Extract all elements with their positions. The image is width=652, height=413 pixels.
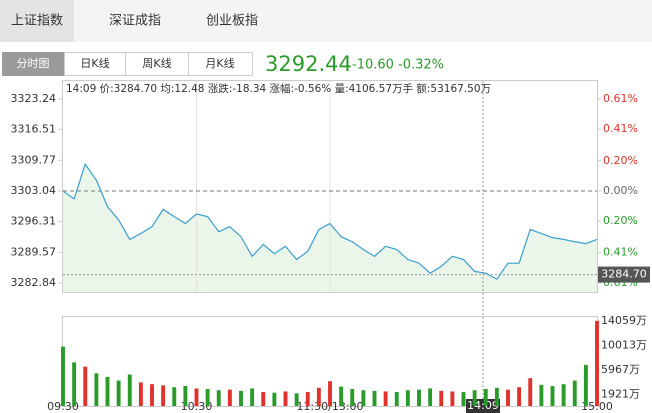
tab[interactable]: 创业板指 — [206, 14, 258, 29]
volume-bar — [494, 387, 499, 406]
volume-bar — [227, 389, 232, 406]
period-tab[interactable]: 周K线 — [142, 56, 171, 70]
quote-price: 3292.44 — [265, 52, 352, 76]
tab[interactable]: 深证成指 — [109, 14, 161, 29]
volume-bar — [550, 386, 555, 406]
volume-bar — [361, 390, 366, 406]
volume-bar — [328, 381, 332, 406]
volume-bar — [595, 320, 599, 406]
volume-bar — [172, 387, 177, 406]
info-line: 14:09 价:3284.70 均:12.48 涨跌:-18.34 涨幅:-0.… — [66, 82, 491, 95]
y-tick-label: 5967万 — [601, 363, 640, 376]
price-line — [62, 162, 598, 280]
volume-bar — [138, 382, 143, 406]
cursor-label: 14:09 — [467, 399, 499, 412]
volume-bar — [528, 378, 533, 406]
y2-tick-label: 0.20% — [603, 154, 638, 167]
volume-bar — [94, 373, 99, 406]
volume-bar — [583, 364, 588, 406]
volume-bar — [461, 392, 466, 406]
period-tab[interactable]: 日K线 — [80, 56, 109, 70]
volume-bar — [506, 389, 510, 406]
volume-bar — [150, 384, 154, 406]
volume-bar — [161, 385, 166, 406]
last-price-label: 3284.70 — [601, 268, 647, 281]
volume-bar — [439, 390, 444, 406]
volume-bar — [83, 366, 88, 406]
price-frame — [62, 80, 598, 293]
volume-bar — [483, 389, 488, 406]
y-tick-label: 3309.77 — [11, 153, 57, 166]
volume-bar — [394, 392, 399, 406]
y2-tick-label: 0.61% — [603, 92, 638, 105]
volume-bar — [194, 388, 199, 406]
period-frame — [64, 52, 253, 76]
volume-bar — [272, 392, 277, 406]
active-period-bg — [2, 52, 64, 76]
y-tick-label: 3296.31 — [11, 215, 57, 228]
volume-bar — [405, 390, 410, 406]
volume-bar — [339, 386, 344, 406]
y2-tick-label: 0.41% — [603, 246, 638, 259]
volume-bar — [250, 388, 255, 406]
volume-bar — [450, 391, 455, 406]
volume-bar — [105, 376, 110, 406]
volume-bar — [116, 380, 121, 406]
volume-bar — [127, 374, 132, 406]
x-tick-label: 10:30 — [181, 400, 213, 413]
volume-bar — [561, 384, 566, 406]
period-tab[interactable]: 分时图 — [17, 57, 50, 70]
volume-bar — [372, 390, 377, 406]
y2-tick-label: 0.20% — [603, 214, 638, 227]
volume-bar — [517, 387, 522, 406]
period-tab[interactable]: 月K线 — [205, 56, 234, 70]
y-tick-label: 3323.24 — [11, 92, 57, 105]
volume-bar — [183, 386, 188, 406]
last-price-box — [598, 266, 650, 283]
volume-bar — [305, 392, 310, 406]
volume-bar — [428, 388, 433, 406]
y-tick-label: 10013万 — [601, 338, 647, 351]
y-tick-label: 3282.84 — [11, 276, 57, 289]
y-tick-label: 3316.51 — [11, 123, 57, 136]
volume-bar — [216, 390, 221, 406]
volume-bar — [316, 387, 321, 406]
volume-bar — [294, 393, 299, 406]
tab-bar — [0, 0, 652, 42]
tab[interactable]: 上证指数 — [11, 14, 63, 29]
volume-bar — [261, 392, 266, 406]
y2-tick-label: 0.00% — [603, 184, 638, 197]
y-tick-label: 14059万 — [601, 314, 647, 327]
volume-bar — [472, 390, 477, 406]
volume-bar — [539, 384, 544, 406]
x-tick-label: 15:00 — [581, 400, 613, 413]
volume-bar — [61, 346, 65, 406]
volume-bar — [239, 390, 243, 406]
y-tick-label: 3289.57 — [11, 245, 57, 258]
volume-bar — [350, 389, 355, 406]
volume-bar — [72, 362, 77, 406]
volume-bar — [417, 389, 421, 406]
y2-tick-label: 0.41% — [603, 122, 638, 135]
volume-bar — [572, 380, 577, 406]
y-tick-label: 3303.04 — [11, 184, 57, 197]
y-tick-label: 1921万 — [601, 387, 640, 400]
volume-bar — [283, 391, 288, 406]
volume-bar — [205, 389, 210, 406]
x-tick-label: 11:30/13:00 — [296, 400, 363, 413]
quote-change: -10.60 — [352, 58, 394, 73]
quote-change-pct: -0.32% — [398, 58, 444, 73]
active-tab-bg — [0, 0, 74, 42]
volume-bar — [383, 391, 388, 406]
x-tick-label: 09:30 — [47, 400, 79, 413]
